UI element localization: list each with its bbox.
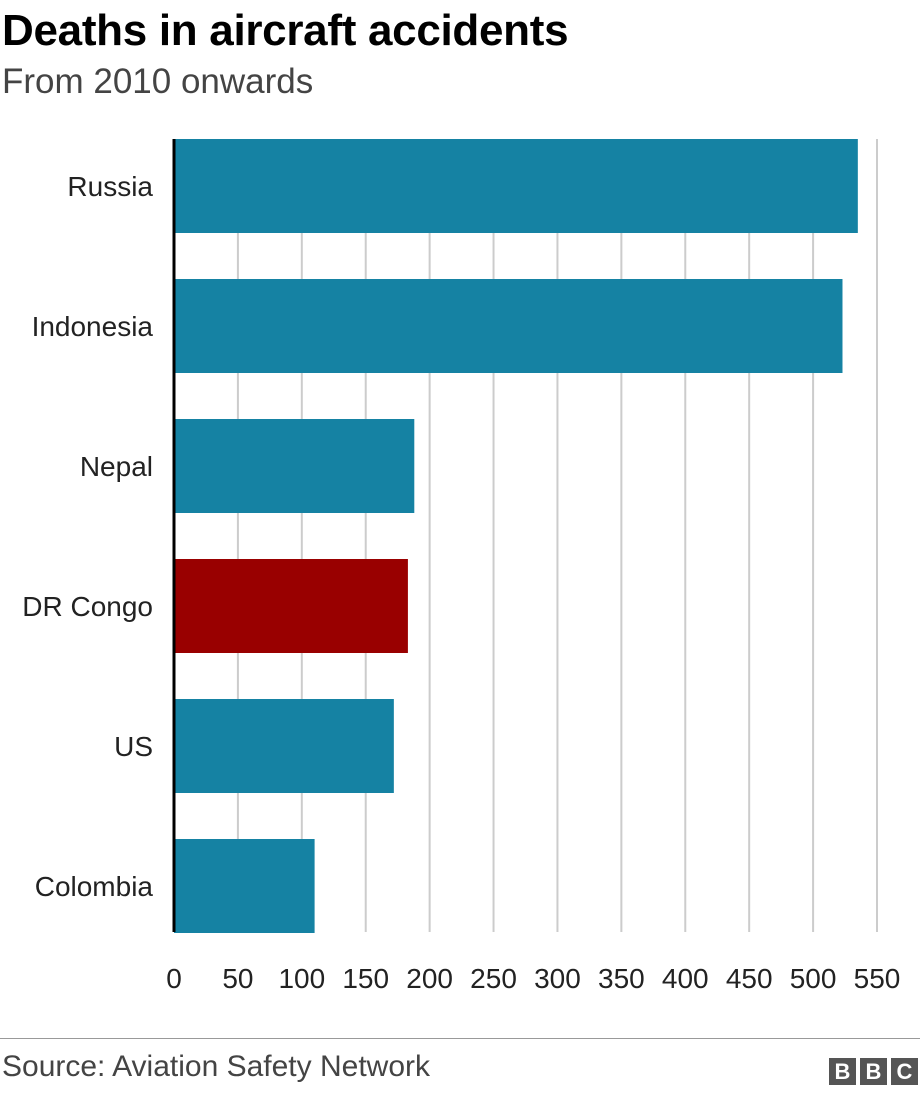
- x-tick-label: 350: [598, 963, 645, 994]
- x-tick-label: 450: [726, 963, 773, 994]
- category-label: Indonesia: [32, 311, 154, 342]
- bar: [174, 279, 843, 373]
- bar: [174, 139, 858, 233]
- x-tick-label: 300: [534, 963, 581, 994]
- chart-subtitle: From 2010 onwards: [2, 62, 314, 101]
- x-tick-labels: 0 50 100 150 200 250 300 350 400 450 500 550: [166, 963, 900, 994]
- category-labels: Russia Indonesia Nepal DR Congo US Colombia: [22, 171, 153, 902]
- category-label: US: [114, 731, 153, 762]
- category-label: Colombia: [35, 871, 154, 902]
- bar: [174, 839, 315, 933]
- x-tick-label: 150: [342, 963, 389, 994]
- category-label: Nepal: [80, 451, 153, 482]
- bar: [174, 559, 408, 653]
- chart-title: Deaths in aircraft accidents: [2, 6, 569, 55]
- x-tick-label: 200: [406, 963, 453, 994]
- gridlines: [236, 139, 878, 932]
- bbc-logo-letter: C: [891, 1058, 918, 1085]
- bar: [174, 419, 415, 513]
- bbc-logo: B B C: [829, 1058, 918, 1085]
- footer-divider: [0, 1038, 920, 1039]
- x-tick-label: 550: [854, 963, 901, 994]
- category-label: Russia: [67, 171, 153, 202]
- source-note: Source: Aviation Safety Network: [2, 1050, 430, 1083]
- category-label: DR Congo: [22, 591, 153, 622]
- bar: [174, 699, 394, 793]
- bbc-logo-letter: B: [829, 1058, 856, 1085]
- bars: [174, 139, 858, 933]
- x-tick-label: 0: [166, 963, 182, 994]
- x-tick-label: 400: [662, 963, 709, 994]
- x-tick-label: 500: [790, 963, 837, 994]
- bbc-logo-letter: B: [860, 1058, 887, 1085]
- x-tick-label: 250: [470, 963, 517, 994]
- x-tick-label: 50: [222, 963, 253, 994]
- x-tick-label: 100: [278, 963, 325, 994]
